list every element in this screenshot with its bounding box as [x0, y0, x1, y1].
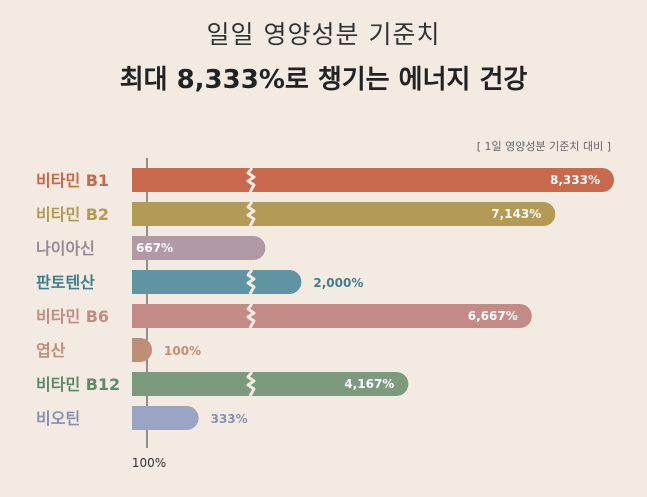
value-label: 667% — [136, 241, 173, 255]
bar — [132, 304, 532, 328]
reference-line-label: 100% — [132, 456, 166, 470]
category-label: 판토텐산 — [36, 273, 95, 292]
value-label: 2,000% — [313, 276, 363, 290]
value-label: 100% — [164, 344, 201, 358]
bar — [132, 202, 556, 226]
bar — [132, 236, 266, 260]
category-label: 비타민 B6 — [36, 307, 109, 326]
axis-break-mark — [246, 167, 256, 193]
axis-break-mark — [246, 201, 256, 227]
category-label: 비오틴 — [36, 409, 80, 428]
value-label: 6,667% — [468, 309, 518, 323]
category-label: 나이아신 — [36, 239, 95, 258]
chart-subtitle: 최대 8,333%로 챙기는 에너지 건강 — [119, 65, 528, 95]
axis-break-mark — [246, 269, 256, 295]
value-label: 4,167% — [344, 377, 394, 391]
value-label: 8,333% — [550, 173, 600, 187]
category-label: 엽산 — [36, 341, 66, 360]
bar — [132, 338, 152, 362]
category-label: 비타민 B1 — [36, 171, 109, 190]
value-label: 7,143% — [491, 207, 541, 221]
bar — [132, 168, 614, 192]
title-block: 일일 영양성분 기준치 최대 8,333%로 챙기는 에너지 건강 — [0, 18, 647, 100]
category-label: 비타민 B12 — [36, 375, 120, 394]
bar — [132, 270, 302, 294]
value-label: 333% — [211, 412, 248, 426]
bar — [132, 406, 199, 430]
axis-break-mark — [246, 371, 256, 397]
chart-title: 일일 영양성분 기준치 — [206, 20, 441, 49]
category-label: 비타민 B2 — [36, 205, 109, 224]
bar — [132, 372, 409, 396]
axis-break-mark — [246, 303, 256, 329]
chart-note: [ 1일 영양성분 기준치 대비 ] — [476, 140, 611, 153]
